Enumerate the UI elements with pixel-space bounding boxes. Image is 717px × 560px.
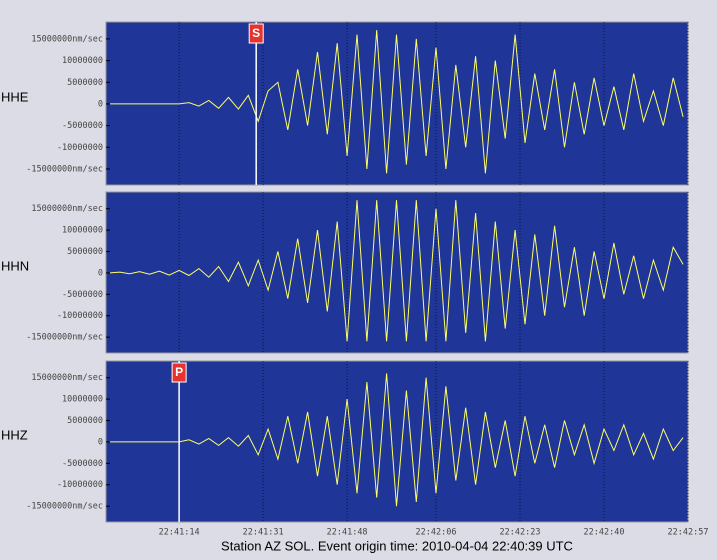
y-tick-label: -15000000nm/sec <box>26 164 103 174</box>
x-tick-label: 22:41:14 <box>159 528 200 538</box>
x-tick-label: 22:42:40 <box>584 528 625 538</box>
y-tick-label: 0 <box>98 437 103 447</box>
x-tick-label: 22:41:48 <box>327 528 368 538</box>
channel-label: HHZ <box>1 427 28 442</box>
y-tick-label: 15000000nm/sec <box>31 204 103 214</box>
caption: Station AZ SOL. Event origin time: 2010-… <box>221 538 573 553</box>
y-tick-label: -5000000 <box>62 290 103 300</box>
y-tick-label: 10000000 <box>62 56 103 66</box>
x-tick-label: 22:42:57 <box>668 528 709 538</box>
trace <box>110 30 684 174</box>
y-tick-label: -15000000nm/sec <box>26 333 103 343</box>
x-tick-label: 22:42:06 <box>416 528 457 538</box>
y-tick-label: -10000000 <box>57 480 103 490</box>
y-tick-label: 0 <box>98 268 103 278</box>
x-tick-label: 22:42:23 <box>500 528 541 538</box>
y-tick-label: 5000000 <box>67 247 103 257</box>
pick-flag <box>248 23 264 44</box>
trace <box>110 373 684 507</box>
y-tick-label: -10000000 <box>57 311 103 321</box>
x-tick-label: 22:41:31 <box>243 528 284 538</box>
pick-flag <box>171 362 187 383</box>
channel-label: HHN <box>1 258 29 273</box>
pick-label: S <box>252 26 260 40</box>
y-tick-label: 0 <box>98 99 103 109</box>
y-tick-label: 15000000nm/sec <box>31 373 103 383</box>
y-tick-label: -5000000 <box>62 459 103 469</box>
y-tick-label: 15000000nm/sec <box>31 34 103 44</box>
y-tick-label: 10000000 <box>62 226 103 236</box>
y-tick-label: 5000000 <box>67 78 103 88</box>
channel-label: HHE <box>1 89 29 104</box>
trace <box>109 200 684 342</box>
y-tick-label: -15000000nm/sec <box>26 502 103 512</box>
y-tick-label: -5000000 <box>62 121 103 131</box>
y-tick-label: 5000000 <box>67 416 103 426</box>
pick-label: P <box>175 365 183 379</box>
y-tick-label: -10000000 <box>57 143 103 153</box>
y-tick-label: 10000000 <box>62 395 103 405</box>
